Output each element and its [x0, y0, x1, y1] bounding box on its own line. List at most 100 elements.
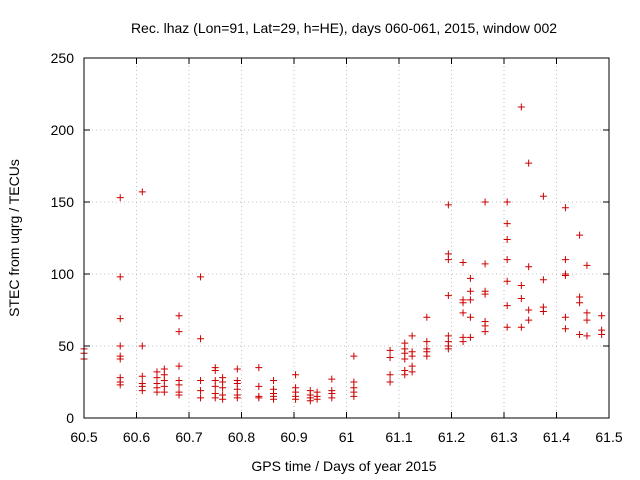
data-point: [233, 365, 241, 373]
y-tick-label: 250: [51, 50, 75, 66]
data-point: [211, 366, 219, 374]
data-point: [116, 315, 124, 323]
data-point: [175, 362, 183, 370]
x-tick-label: 61.2: [438, 429, 465, 445]
y-axis-label: STEC from uqrg / TECUs: [6, 159, 22, 317]
data-point: [255, 382, 263, 390]
data-point: [466, 296, 474, 304]
data-point: [525, 263, 533, 271]
data-point: [219, 384, 227, 392]
data-point: [153, 388, 161, 396]
data-point: [576, 231, 584, 239]
data-point: [408, 368, 416, 376]
data-point: [576, 299, 584, 307]
data-point: [350, 352, 358, 360]
data-point: [561, 325, 569, 333]
data-point: [408, 332, 416, 340]
x-tick-label: 60.9: [280, 429, 307, 445]
data-point: [175, 312, 183, 320]
x-tick-label: 61: [339, 429, 355, 445]
data-point: [408, 352, 416, 360]
axis-ticks: [83, 57, 610, 419]
data-point: [423, 338, 431, 346]
data-point: [503, 277, 511, 285]
data-point: [160, 388, 168, 396]
data-point: [292, 371, 300, 379]
data-point: [197, 387, 205, 395]
data-point: [517, 323, 525, 331]
data-point: [423, 352, 431, 360]
data-point: [328, 394, 336, 402]
data-point: [525, 159, 533, 167]
data-point: [481, 260, 489, 268]
data-point: [444, 292, 452, 300]
data-point: [466, 287, 474, 295]
data-point: [481, 328, 489, 336]
data-point: [583, 261, 591, 269]
data-point: [313, 395, 321, 403]
data-point: [503, 256, 511, 264]
x-tick-label: 61.3: [490, 429, 517, 445]
x-tick-label: 60.5: [70, 429, 97, 445]
data-point: [270, 377, 278, 385]
data-point: [576, 330, 584, 338]
data-point: [444, 201, 452, 209]
data-point: [211, 394, 219, 402]
data-point: [583, 309, 591, 317]
data-point: [539, 307, 547, 315]
data-point: [401, 371, 409, 379]
data-points: [80, 103, 606, 405]
y-tick-label: 0: [66, 410, 74, 426]
data-point: [386, 346, 394, 354]
data-point: [561, 256, 569, 264]
data-point: [386, 354, 394, 362]
y-tick-label: 150: [51, 194, 75, 210]
x-tick-label: 61.1: [385, 429, 412, 445]
data-point: [197, 335, 205, 343]
data-point: [197, 394, 205, 402]
x-tick-label: 61.4: [543, 429, 570, 445]
data-point: [466, 313, 474, 321]
data-point: [138, 387, 146, 395]
data-point: [116, 273, 124, 281]
data-point: [270, 395, 278, 403]
y-tick-label: 100: [51, 266, 75, 282]
data-point: [255, 394, 263, 402]
data-point: [197, 377, 205, 385]
data-point: [583, 332, 591, 340]
data-point: [175, 328, 183, 336]
data-point: [444, 256, 452, 264]
data-point: [197, 273, 205, 281]
data-point: [350, 392, 358, 400]
data-point: [503, 220, 511, 228]
data-point: [561, 313, 569, 321]
data-point: [211, 382, 219, 390]
x-tick-label: 60.6: [123, 429, 150, 445]
x-tick-label: 60.7: [175, 429, 202, 445]
data-point: [561, 271, 569, 279]
data-point: [138, 342, 146, 350]
data-point: [503, 302, 511, 310]
data-point: [175, 381, 183, 389]
data-point: [583, 316, 591, 324]
data-point: [459, 299, 467, 307]
data-point: [517, 282, 525, 290]
data-point: [138, 372, 146, 380]
data-point: [219, 395, 227, 403]
data-point: [459, 258, 467, 266]
data-point: [561, 204, 569, 212]
data-point: [386, 378, 394, 386]
x-tick-label: 61.5: [595, 429, 622, 445]
data-point: [423, 313, 431, 321]
data-point: [138, 188, 146, 196]
data-point: [444, 345, 452, 353]
data-point: [328, 375, 336, 383]
grid-lines: [84, 58, 609, 418]
data-point: [517, 294, 525, 302]
data-point: [598, 312, 606, 320]
x-axis-label: GPS time / Days of year 2015: [251, 458, 436, 474]
data-point: [292, 395, 300, 403]
data-point: [116, 381, 124, 389]
data-point: [517, 103, 525, 111]
y-tick-label: 50: [58, 338, 74, 354]
